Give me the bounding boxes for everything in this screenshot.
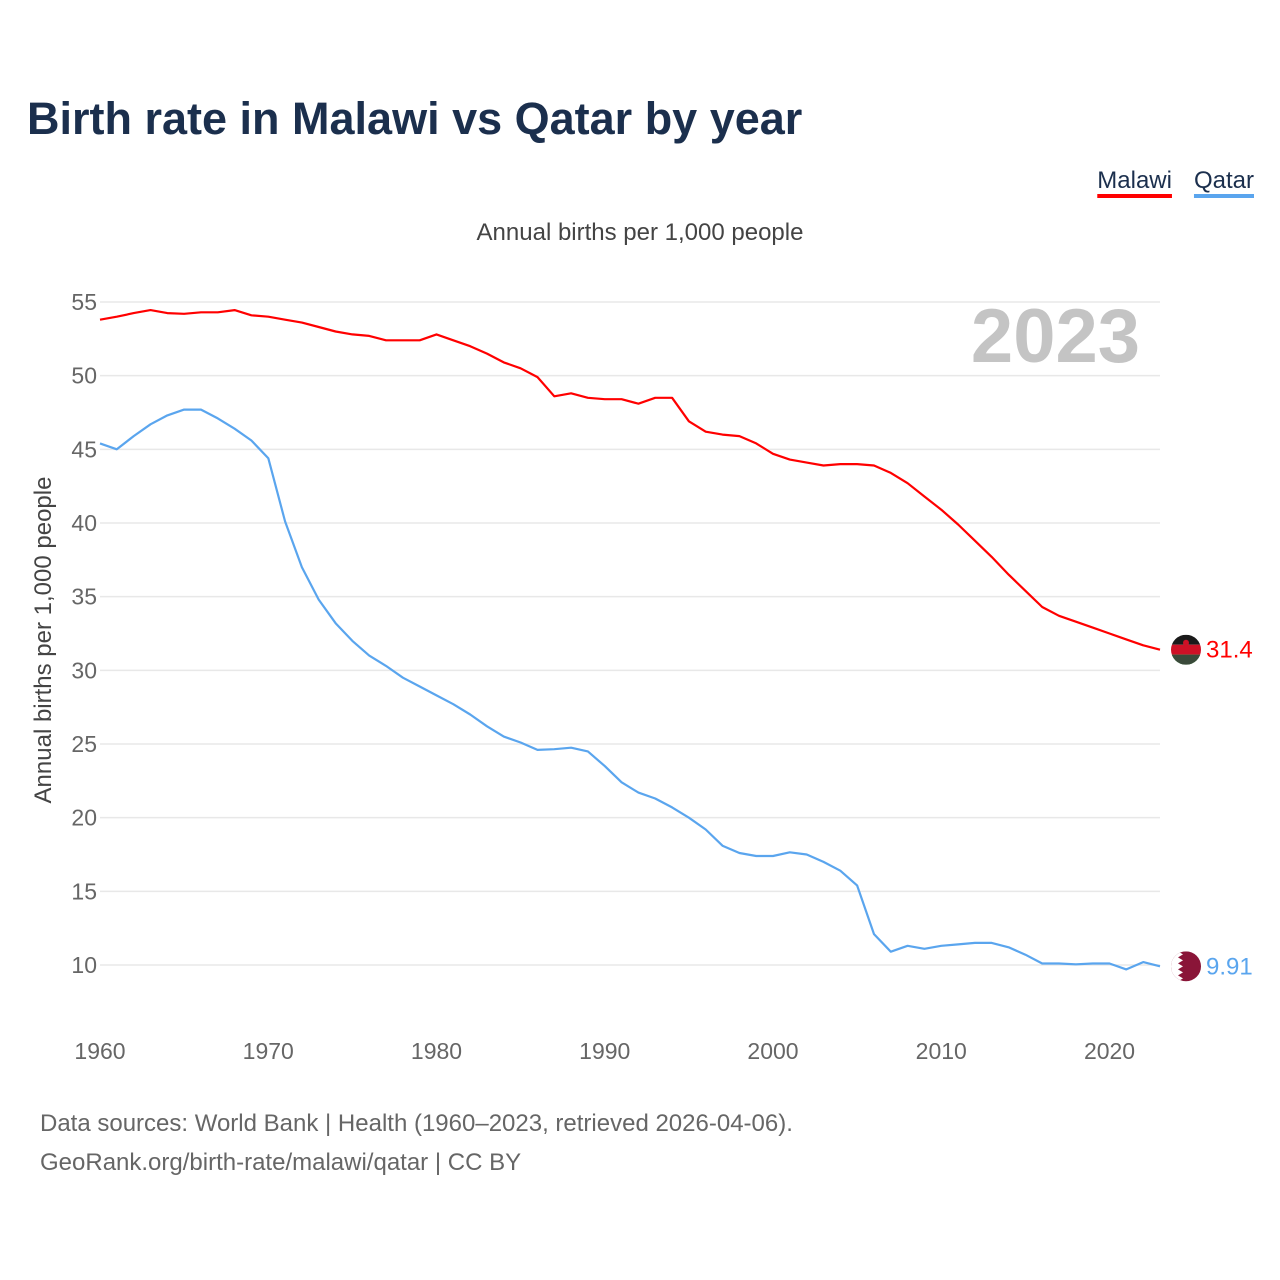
x-tick-label: 1990: [579, 1038, 630, 1064]
legend: Qatar Malawi: [1097, 167, 1254, 198]
y-tick-label: 50: [71, 363, 97, 389]
x-tick-label: 1960: [74, 1038, 125, 1064]
x-tick-label: 2020: [1084, 1038, 1135, 1064]
y-tick-label: 25: [71, 731, 97, 757]
y-tick-label: 10: [71, 952, 97, 978]
y-tick-label: 30: [71, 657, 97, 683]
x-tick-label: 2000: [747, 1038, 798, 1064]
y-axis-label: Annual births per 1,000 people: [30, 477, 57, 804]
flag-qatar-icon: [1171, 951, 1201, 982]
flag-malawi-icon: [1171, 634, 1201, 665]
x-tick-label: 1980: [411, 1038, 462, 1064]
y-tick-label: 35: [71, 584, 97, 610]
y-tick-label: 40: [71, 510, 97, 536]
y-tick-label: 45: [71, 436, 97, 462]
end-value-qatar: 9.91: [1206, 953, 1253, 980]
chart-subtitle: Annual births per 1,000 people: [477, 219, 804, 246]
legend-item-malawi[interactable]: Malawi: [1097, 167, 1172, 194]
legend-swatch: [1193, 194, 1254, 198]
series-line-qatar: [99, 408, 1161, 971]
footer-link[interactable]: GeoRank.org/birth-rate/malawi/qatar | CC…: [40, 1149, 521, 1176]
y-tick-label: 20: [71, 805, 97, 831]
x-tick-label: 1970: [243, 1038, 294, 1064]
y-tick-label: 55: [71, 289, 97, 315]
end-value-malawi: 31.4: [1206, 637, 1253, 664]
footer-sources: Data sources: World Bank | Health (1960–…: [40, 1110, 793, 1137]
year-label: 2023: [971, 294, 1140, 379]
chart-title: Birth rate in Malawi vs Qatar by year: [27, 93, 802, 144]
legend-swatch: [1097, 194, 1172, 198]
y-tick-label: 15: [71, 878, 97, 904]
series-line-malawi: [99, 309, 1161, 651]
x-tick-label: 2010: [916, 1038, 967, 1064]
legend-item-qatar[interactable]: Qatar: [1194, 167, 1254, 194]
